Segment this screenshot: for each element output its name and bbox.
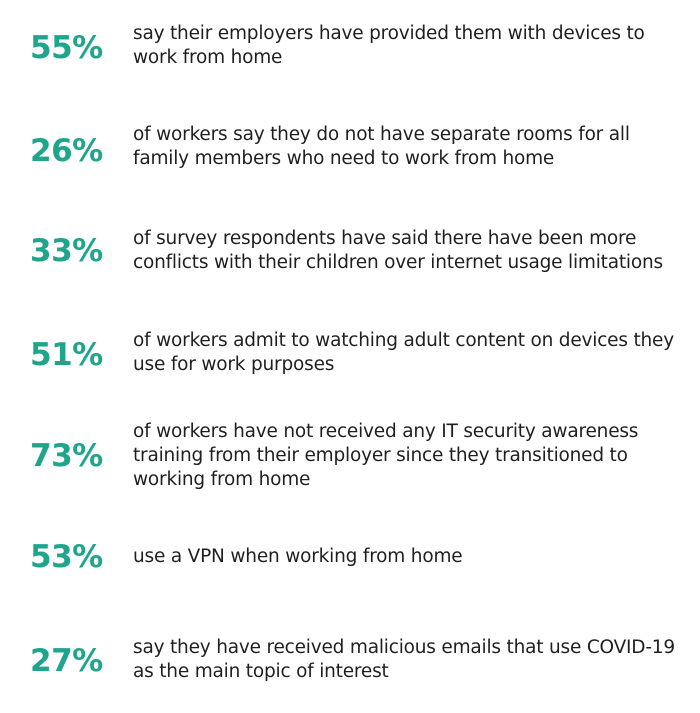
- stat-percent: 33%: [30, 233, 103, 269]
- stat-percent: 26%: [30, 133, 103, 169]
- stat-description: of workers have not received any IT secu…: [133, 420, 693, 492]
- stat-description-line: use for work purposes: [133, 354, 335, 375]
- stat-percent: 73%: [30, 438, 103, 474]
- stat-description-line: say they have received malicious emails …: [133, 637, 675, 658]
- stat-description-line: say their employers have provided them w…: [133, 23, 645, 44]
- stat-description: of workers say they do not have separate…: [133, 123, 693, 171]
- stat-description: of survey respondents have said there ha…: [133, 227, 693, 275]
- stat-description-line: of survey respondents have said there ha…: [133, 228, 637, 249]
- stat-description-line: family members who need to work from hom…: [133, 148, 555, 169]
- stat-description-line: training from their employer since they …: [133, 445, 628, 466]
- stat-description-line: use a VPN when working from home: [133, 546, 463, 567]
- stat-description: say their employers have provided them w…: [133, 22, 693, 70]
- stat-description-line: of workers say they do not have separate…: [133, 124, 630, 145]
- stat-description-line: of workers have not received any IT secu…: [133, 421, 639, 442]
- stat-percent: 27%: [30, 643, 103, 679]
- stat-description-line: work from home: [133, 47, 283, 68]
- stat-description-line: working from home: [133, 469, 311, 490]
- stat-description-line: of workers admit to watching adult conte…: [133, 330, 674, 351]
- stat-percent: 53%: [30, 539, 103, 575]
- stat-percent: 51%: [30, 337, 103, 373]
- stat-description: say they have received malicious emails …: [133, 636, 693, 684]
- stat-description-line: conflicts with their children over inter…: [133, 252, 663, 273]
- stat-percent: 55%: [30, 30, 103, 66]
- stat-description-line: as the main topic of interest: [133, 661, 389, 682]
- stat-description: use a VPN when working from home: [133, 545, 693, 569]
- stat-description: of workers admit to watching adult conte…: [133, 329, 693, 377]
